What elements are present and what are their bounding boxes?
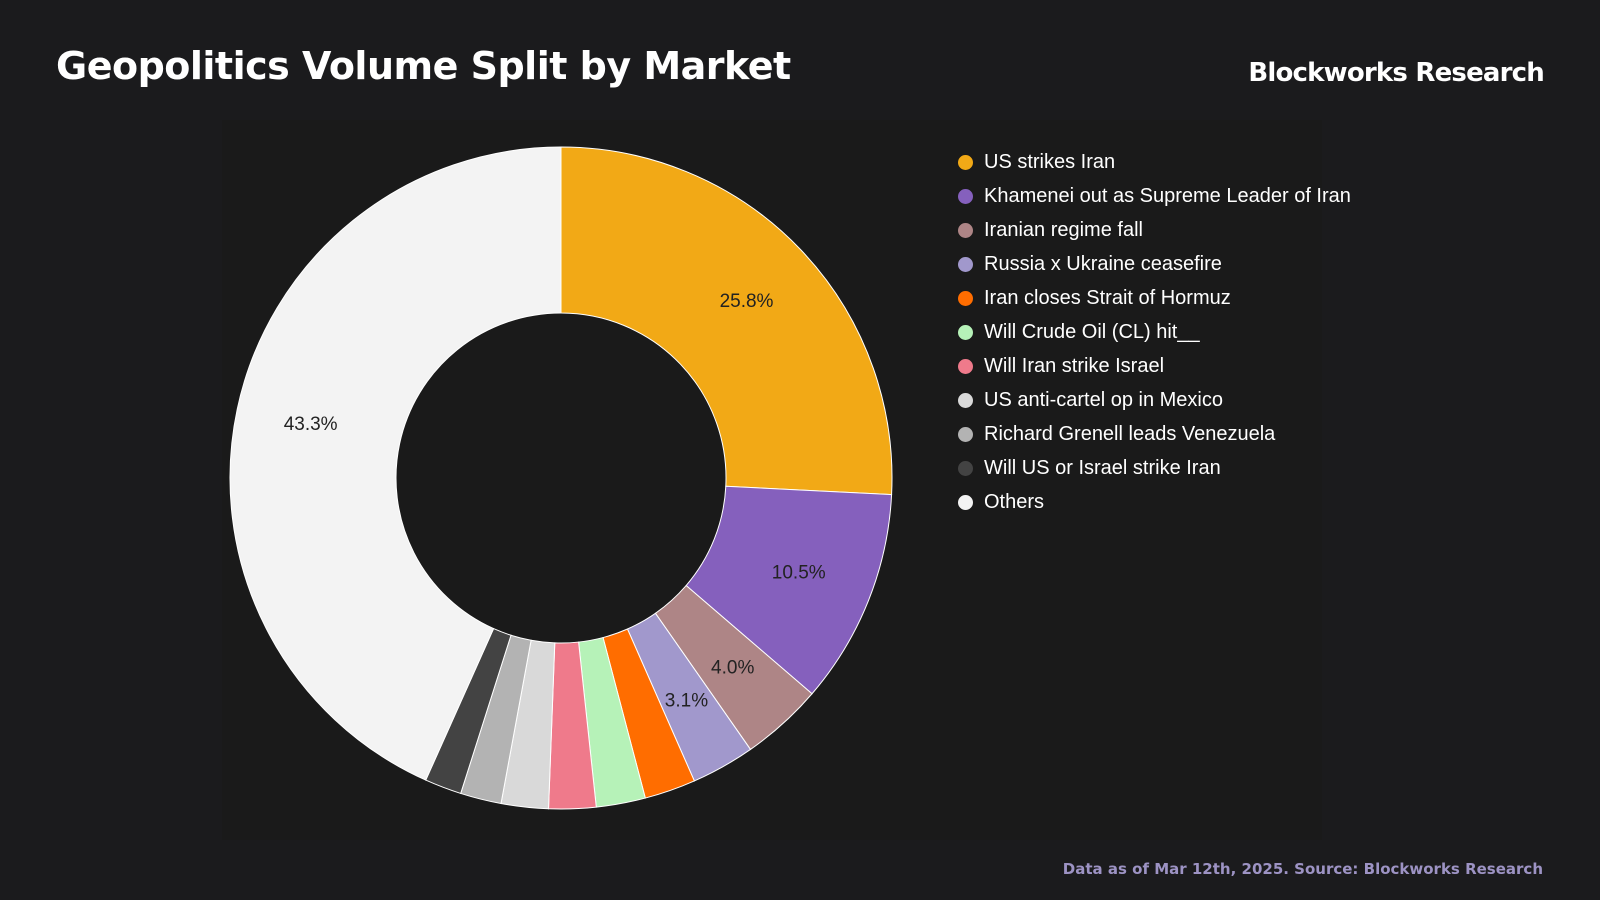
legend-label: US anti-cartel op in Mexico [984, 388, 1223, 411]
legend-item: Will US or Israel strike Iran [958, 451, 1351, 485]
legend-item: Will Iran strike Israel [958, 349, 1351, 383]
legend-label: Will Iran strike Israel [984, 354, 1165, 377]
legend-swatch [958, 426, 973, 442]
slice-data-label: 3.1% [665, 691, 708, 712]
plot-area: 25.8% 10.5% 4.0% 3.1% 43.3% [222, 120, 1322, 840]
slice-data-label: 4.0% [711, 657, 754, 678]
legend-swatch [958, 188, 973, 204]
legend-item: Russia x Ukraine ceasefire [958, 247, 1351, 281]
legend-item: Iranian regime fall [958, 213, 1351, 247]
legend-item: Iran closes Strait of Hormuz [958, 281, 1351, 315]
legend-item: Khamenei out as Supreme Leader of Iran [958, 179, 1351, 213]
legend-swatch [958, 324, 973, 340]
legend-item: US anti-cartel op in Mexico [958, 383, 1351, 417]
legend-item: Will Crude Oil (CL) hit__ [958, 315, 1351, 349]
legend-label: Iranian regime fall [984, 218, 1143, 241]
legend-swatch [958, 290, 973, 306]
legend-label: US strikes Iran [984, 150, 1116, 173]
legend-item: Richard Grenell leads Venezuela [958, 417, 1351, 451]
slice-data-label: 10.5% [772, 562, 826, 583]
chart-title: Geopolitics Volume Split by Market [56, 44, 791, 88]
legend-label: Iran closes Strait of Hormuz [984, 286, 1231, 309]
donut-slice [229, 146, 562, 781]
legend-swatch [958, 460, 973, 476]
slice-data-label: 43.3% [284, 414, 338, 435]
donut-chart: 25.8% 10.5% 4.0%3.1% 43.3% [229, 146, 893, 810]
legend-swatch [958, 358, 973, 374]
slice-data-label: 25.8% [720, 291, 774, 312]
legend-label: Richard Grenell leads Venezuela [984, 422, 1276, 445]
legend-label: Russia x Ukraine ceasefire [984, 252, 1222, 275]
legend-label: Will Crude Oil (CL) hit__ [984, 320, 1200, 343]
legend-swatch [958, 154, 973, 170]
chart-legend: US strikes Iran Khamenei out as Supreme L… [958, 145, 1351, 519]
legend-swatch [958, 494, 973, 510]
legend-label: Others [984, 490, 1045, 513]
legend-item: US strikes Iran [958, 145, 1351, 179]
source-note: Data as of Mar 12th, 2025. Source: Block… [1062, 860, 1543, 878]
legend-swatch [958, 392, 973, 408]
legend-swatch [958, 256, 973, 272]
legend-swatch [958, 222, 973, 238]
donut-slice [560, 146, 893, 496]
legend-label: Will US or Israel strike Iran [984, 456, 1221, 479]
legend-item: Others [958, 485, 1351, 519]
brand-logo: Blockworks Research [1248, 58, 1544, 88]
legend-label: Khamenei out as Supreme Leader of Iran [984, 184, 1351, 207]
